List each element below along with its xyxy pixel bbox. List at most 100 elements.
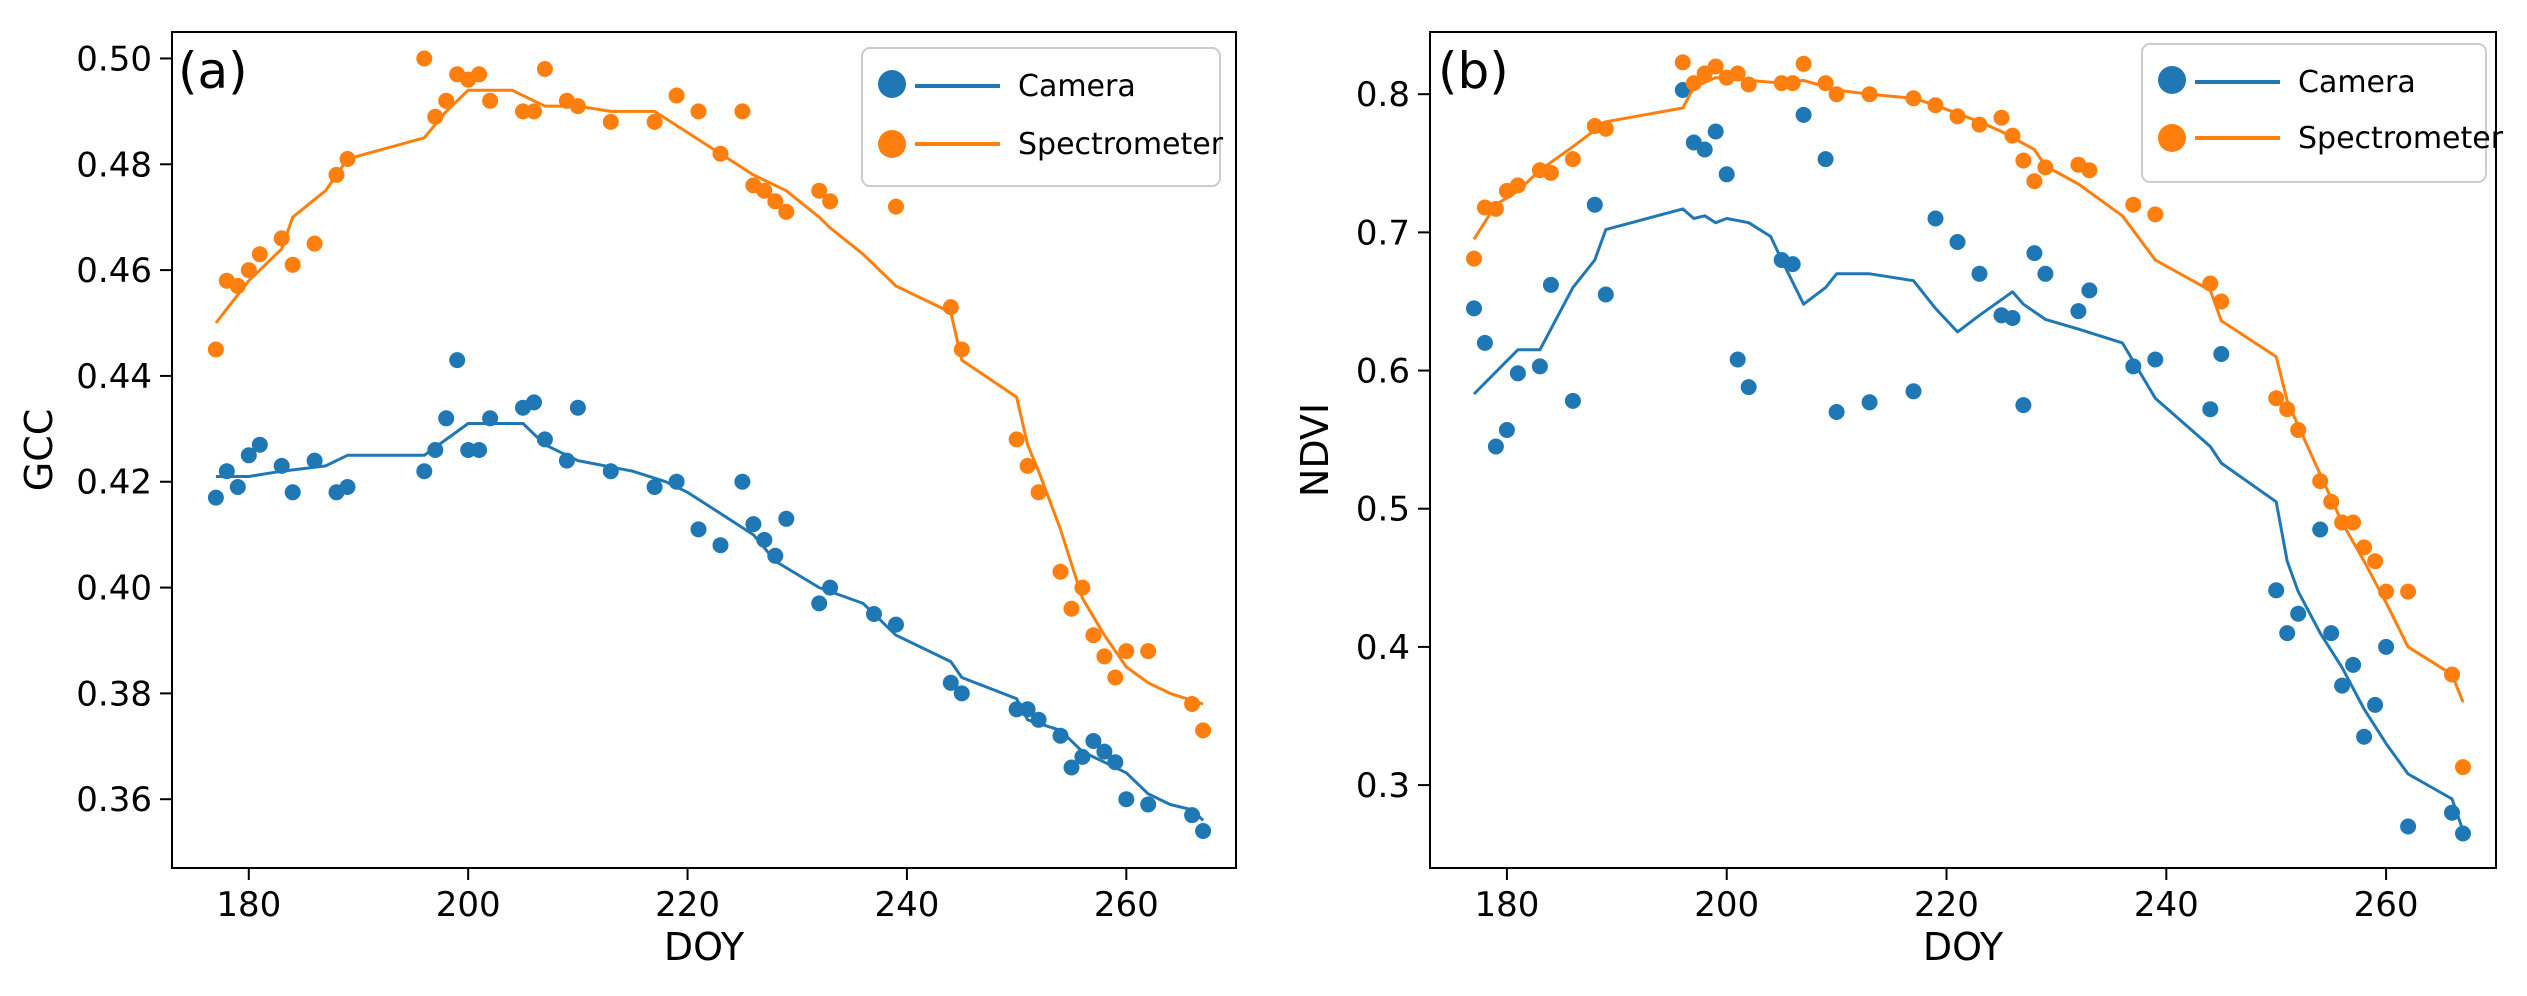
spectrometer-point <box>690 103 707 120</box>
x-tick-label: 260 <box>2354 885 2419 925</box>
camera-point <box>1184 807 1201 824</box>
spectrometer-point <box>1030 484 1047 501</box>
camera-point <box>449 352 466 369</box>
camera-point <box>2213 346 2230 362</box>
spectrometer-point <box>2455 759 2471 776</box>
camera-point <box>1817 151 1834 168</box>
camera-point <box>1140 796 1157 813</box>
spectrometer-point <box>1008 431 1025 448</box>
spectrometer-point <box>339 151 356 167</box>
spectrometer-point <box>427 108 444 125</box>
spectrometer-point <box>2290 422 2307 438</box>
spectrometer-point <box>2147 206 2164 223</box>
camera-point <box>229 479 246 495</box>
camera-point <box>1597 286 1614 303</box>
spectrometer-point <box>306 235 323 252</box>
camera-point <box>2290 605 2307 622</box>
spectrometer-point <box>2345 514 2362 531</box>
y-tick-label: 0.46 <box>76 251 152 291</box>
camera-point <box>2334 677 2351 694</box>
camera-point <box>2015 397 2032 414</box>
y-tick-label: 0.7 <box>1356 213 1410 253</box>
camera-point <box>2070 303 2087 320</box>
y-tick-label: 0.3 <box>1356 766 1410 806</box>
spectrometer-point <box>569 98 586 115</box>
legend-label-spectrometer-b: Spectrometer <box>2298 121 2504 156</box>
spectrometer-point <box>1828 86 1845 103</box>
x-tick-label: 220 <box>1914 885 1979 925</box>
y-axis-ticks-b: 0.3 0.4 0.5 0.6 0.7 0.8 <box>1356 75 1430 806</box>
camera-point <box>1498 422 1515 438</box>
camera-point <box>1542 276 1559 293</box>
spectrometer-point <box>1685 75 1702 92</box>
camera-point <box>1729 351 1746 368</box>
camera-point <box>482 410 499 427</box>
spectrometer-point <box>1184 696 1201 712</box>
camera-point <box>1586 196 1603 213</box>
x-axis-title-b: DOY <box>1923 925 2004 969</box>
legend-label-spectrometer-a: Spectrometer <box>1018 127 1224 162</box>
camera-point <box>767 547 784 564</box>
camera-point <box>822 579 839 596</box>
spectrometer-point <box>1019 457 1036 474</box>
spectrometer-point <box>240 262 257 279</box>
spectrometer-point <box>602 113 619 130</box>
camera-point <box>2147 351 2164 368</box>
y-tick-label: 0.36 <box>76 780 152 820</box>
y-tick-label: 0.6 <box>1356 352 1410 392</box>
y-axis-ticks-a: 0.36 0.38 0.40 0.42 0.44 0.46 0.48 0.50 <box>76 39 172 820</box>
panel-a: 180 200 220 240 260 0.36 0.38 0.40 0.42 0.44 0.46… <box>17 31 1237 969</box>
spectrometer-point <box>1795 55 1812 72</box>
spectrometer-point <box>1542 164 1559 181</box>
y-tick-label: 0.38 <box>76 674 152 714</box>
camera-point <box>1063 759 1080 776</box>
spectrometer-point <box>1063 600 1080 617</box>
camera-point <box>1718 166 1735 183</box>
camera-point <box>558 452 575 469</box>
camera-point <box>306 452 323 469</box>
spectrometer-point <box>2367 553 2384 570</box>
spectrometer-point <box>471 66 488 83</box>
spectrometer-point <box>1971 116 1988 133</box>
camera-point <box>1707 123 1724 140</box>
spectrometer-point <box>1487 200 1504 217</box>
camera-point <box>2125 358 2142 375</box>
camera-point <box>1905 383 1922 400</box>
camera-point <box>1096 743 1113 760</box>
spectrometer-point <box>2268 390 2285 407</box>
spectrometer-point <box>953 341 970 358</box>
camera-point <box>2444 804 2460 821</box>
camera-point <box>2026 245 2043 262</box>
spectrometer-point <box>1861 86 1878 103</box>
spectrometer-point <box>767 193 784 210</box>
spectrometer-point <box>2037 159 2054 176</box>
spectrometer-point <box>1564 151 1581 168</box>
x-axis-ticks-b: 180 200 220 240 260 <box>1474 868 2419 925</box>
camera-point <box>251 436 268 453</box>
spectrometer-point <box>2015 152 2032 169</box>
legend-b: Camera Spectrometer <box>2141 43 2504 183</box>
camera-point <box>427 442 444 458</box>
x-tick-label: 220 <box>655 885 720 925</box>
camera-point <box>1476 334 1493 351</box>
spectrometer-point <box>2356 539 2373 556</box>
camera-point <box>339 479 356 495</box>
camera-point <box>778 510 795 527</box>
spectrometer-point <box>2279 401 2296 418</box>
series-layer-a <box>207 50 1212 839</box>
camera-point <box>2202 401 2219 418</box>
spectrometer-point <box>1195 722 1212 739</box>
spectrometer-point <box>1085 627 1102 644</box>
camera-point <box>2279 625 2296 642</box>
camera-point <box>866 606 882 622</box>
x-tick-label: 240 <box>2134 885 2199 925</box>
spectrometer-point <box>1118 643 1135 660</box>
spectrometer-point <box>2444 666 2460 683</box>
spectrometer-point <box>778 203 795 220</box>
spectrometer-point <box>2378 583 2395 600</box>
camera-point <box>2345 656 2362 673</box>
camera-point <box>1949 234 1966 250</box>
camera-point <box>1107 754 1124 771</box>
spectrometer-point <box>2125 196 2142 213</box>
y-tick-label: 0.8 <box>1356 75 1410 115</box>
